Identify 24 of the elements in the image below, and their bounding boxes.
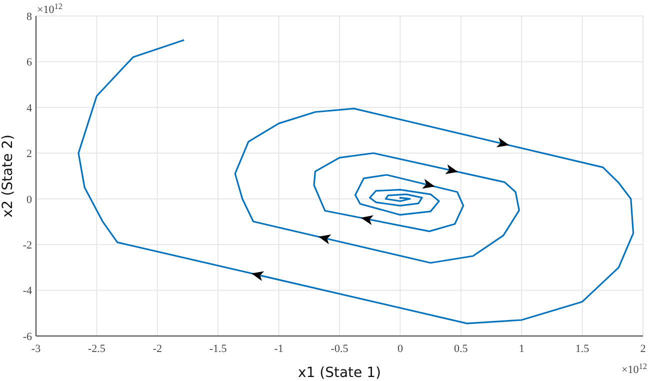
x-tick-label: 0.5 [454,342,468,355]
x-tick-label: -2 [152,342,162,355]
y-tick-label: 6 [26,56,32,69]
y-tick-label: 4 [26,102,32,114]
x-tick-label: 2 [640,342,646,355]
y-tick-label: 8 [26,10,32,23]
x-tick-label: -1 [274,342,284,355]
x-tick-label: 0 [397,342,404,355]
y-tick-label: 2 [26,148,32,160]
y-tick-label: -4 [22,285,32,298]
x-tick-label: -3 [31,342,42,355]
y-tick-label: -6 [22,330,32,343]
x-axis-title: x1 (State 1) [298,365,381,381]
text: ×10$^{12}$ [622,362,647,376]
x-tick-label: -1.5 [209,342,228,355]
y-axis-title: x2 (State 2) [0,134,16,218]
line-series [78,39,634,324]
y-tick-label: 0 [26,194,32,206]
x-tick-label: 1 [518,342,524,355]
x-tick-label: -2.5 [88,342,106,355]
text: ×10$^{12}$ [37,2,62,16]
x-tick-label: 1.5 [575,342,590,355]
x-tick-label: -0.5 [330,342,349,355]
y-tick-label: -2 [22,239,32,252]
